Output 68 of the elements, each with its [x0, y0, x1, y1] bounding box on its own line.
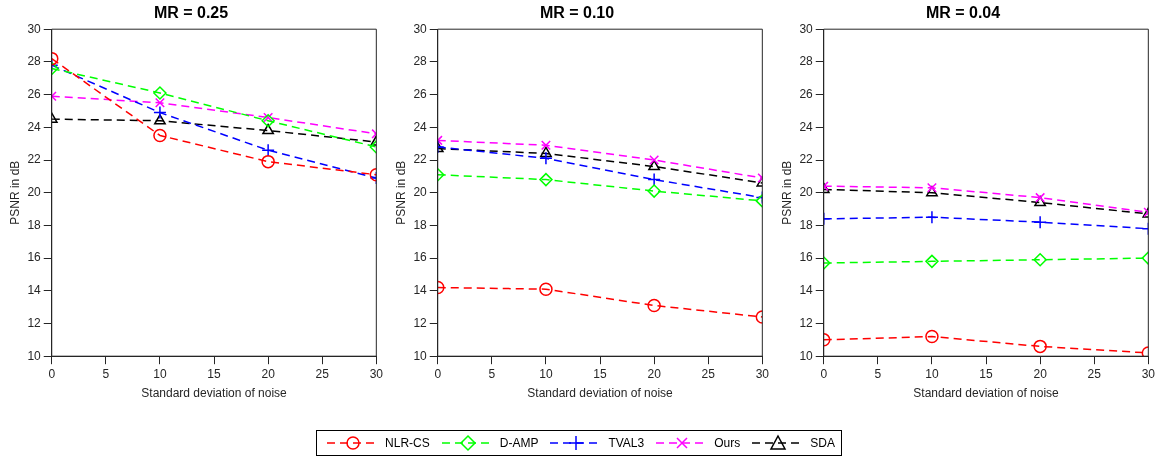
y-tick-label: 30: [413, 21, 428, 36]
x-tick-label: 10: [153, 366, 167, 381]
y-tick-label: 22: [799, 152, 814, 167]
legend-label: NLR-CS: [385, 436, 430, 450]
x-tick-label: 20: [1033, 366, 1048, 381]
y-tick-label: 24: [799, 119, 814, 134]
x-tick-label: 25: [315, 366, 330, 381]
x-tick-label: 5: [488, 366, 496, 381]
y-tick-label: 12: [799, 315, 814, 330]
y-tick-label: 10: [27, 348, 42, 363]
chart-title: MR = 0.10: [539, 4, 615, 22]
x-tick-label: 30: [755, 366, 770, 381]
x-tick-label: 5: [874, 366, 882, 381]
x-tick-label: 5: [102, 366, 110, 381]
y-tick-label: 20: [27, 185, 42, 200]
x-tick-label: 0: [820, 366, 828, 381]
x-tick-label: 0: [434, 366, 442, 381]
y-tick-label: 24: [27, 119, 42, 134]
x-axis-title: Standard deviation of noise: [913, 386, 1060, 401]
y-tick-label: 26: [413, 86, 428, 101]
y-tick-label: 18: [799, 217, 814, 232]
x-tick-label: 15: [207, 366, 222, 381]
y-axis-title: PSNR in dB: [779, 160, 794, 225]
x-tick-label: 10: [539, 366, 553, 381]
x-tick-label: 15: [979, 366, 994, 381]
y-tick-label: 18: [413, 217, 428, 232]
x-tick-label: 20: [647, 366, 662, 381]
y-tick-label: 26: [799, 86, 814, 101]
legend-label: Ours: [714, 436, 741, 450]
x-axis-title: Standard deviation of noise: [527, 386, 674, 401]
y-tick-label: 14: [27, 283, 42, 298]
y-tick-label: 30: [799, 21, 814, 36]
y-axis-title: PSNR in dB: [7, 160, 22, 225]
y-tick-label: 10: [413, 348, 428, 363]
x-tick-label: 15: [593, 366, 608, 381]
y-axis-title: PSNR in dB: [393, 160, 408, 225]
y-tick-label: 16: [413, 250, 428, 265]
y-tick-label: 30: [27, 21, 42, 36]
x-axis-title: Standard deviation of noise: [141, 386, 288, 401]
x-tick-label: 0: [48, 366, 56, 381]
y-tick-label: 28: [413, 54, 428, 69]
x-tick-label: 30: [369, 366, 384, 381]
y-tick-label: 28: [27, 54, 42, 69]
y-tick-label: 16: [27, 250, 42, 265]
y-tick-label: 22: [413, 152, 428, 167]
y-tick-label: 14: [413, 283, 428, 298]
y-tick-label: 28: [799, 54, 814, 69]
y-tick-label: 20: [413, 185, 428, 200]
y-tick-label: 26: [27, 86, 42, 101]
legend-label: SDA: [810, 436, 835, 450]
y-tick-label: 12: [413, 315, 428, 330]
x-tick-label: 30: [1141, 366, 1156, 381]
y-tick-label: 24: [413, 119, 428, 134]
x-tick-label: 25: [1087, 366, 1102, 381]
legend-label: TVAL3: [608, 436, 645, 450]
y-tick-label: 18: [27, 217, 42, 232]
y-tick-label: 10: [799, 348, 814, 363]
y-tick-label: 22: [27, 152, 42, 167]
y-tick-label: 14: [799, 283, 814, 298]
x-tick-label: 10: [925, 366, 939, 381]
y-tick-label: 20: [799, 185, 814, 200]
y-tick-label: 12: [27, 315, 42, 330]
x-tick-label: 20: [261, 366, 276, 381]
chart-title: MR = 0.04: [925, 4, 1001, 22]
x-tick-label: 25: [701, 366, 716, 381]
y-tick-label: 16: [799, 250, 814, 265]
legend-label: D-AMP: [499, 436, 539, 450]
chart-title: MR = 0.25: [153, 4, 229, 22]
